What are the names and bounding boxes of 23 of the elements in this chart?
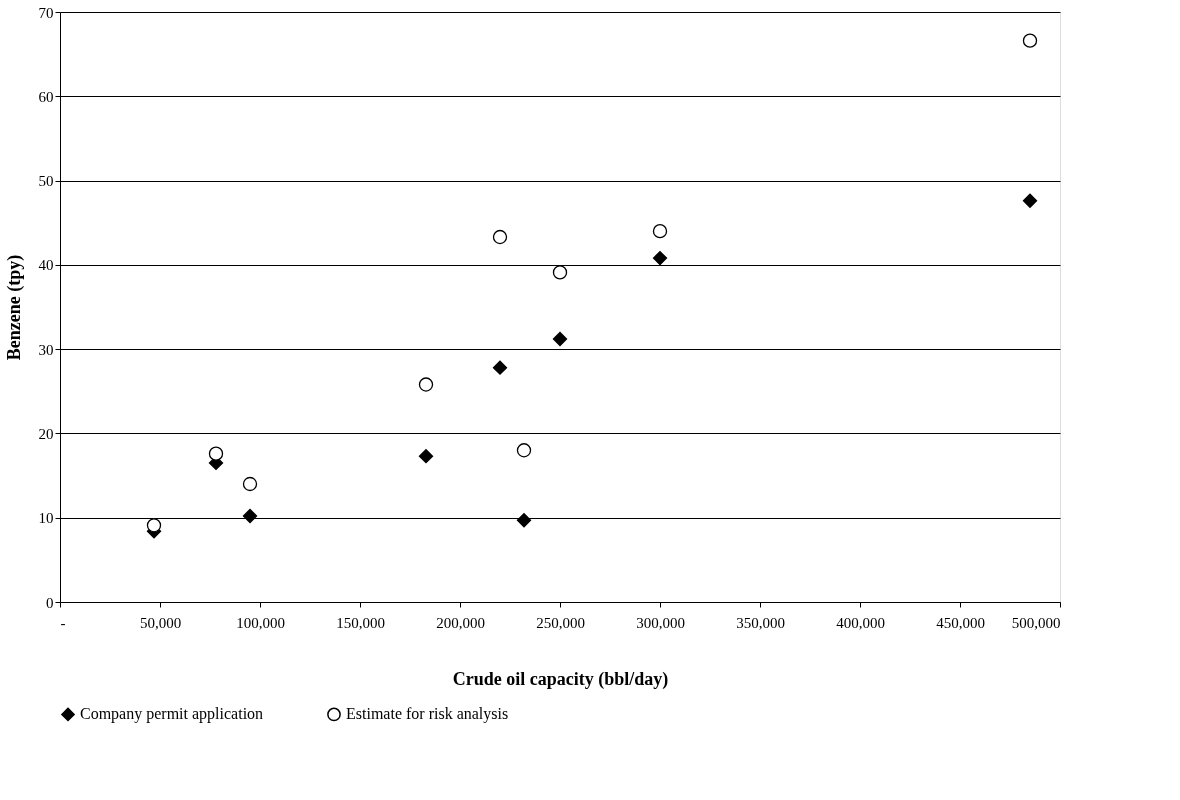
y-tick-label: 20 [38, 425, 54, 442]
x-tick-label: 200,000 [436, 614, 485, 631]
y-tick-label: 70 [38, 4, 54, 21]
x-tick-label: 100,000 [236, 614, 285, 631]
x-tick-label: 450,000 [936, 614, 985, 631]
y-tick-label: 0 [46, 594, 54, 611]
y-tick-label: 40 [38, 257, 54, 274]
x-tick-label: - [60, 614, 66, 631]
x-tick-label: 400,000 [836, 614, 885, 631]
y-tick-label: 60 [38, 88, 54, 105]
x-tick-label: 300,000 [636, 614, 685, 631]
x-tick-label: 150,000 [336, 614, 385, 631]
x-tick-label: 250,000 [536, 614, 585, 631]
x-tick-label: 50,000 [139, 614, 182, 631]
x-tick-label: 500,000 [1011, 614, 1061, 631]
y-tick-label: 50 [38, 173, 54, 190]
y-tick-label: 30 [38, 341, 54, 358]
y-tick-label: 10 [38, 510, 54, 527]
legend-label: Company permit application [80, 705, 264, 724]
x-tick-label: 350,000 [736, 614, 785, 631]
legend-label: Estimate for risk analysis [346, 705, 509, 724]
x-axis-title: Crude oil capacity (bbl/day) [452, 668, 669, 690]
y-axis-title: Benzene (tpy) [3, 254, 25, 361]
